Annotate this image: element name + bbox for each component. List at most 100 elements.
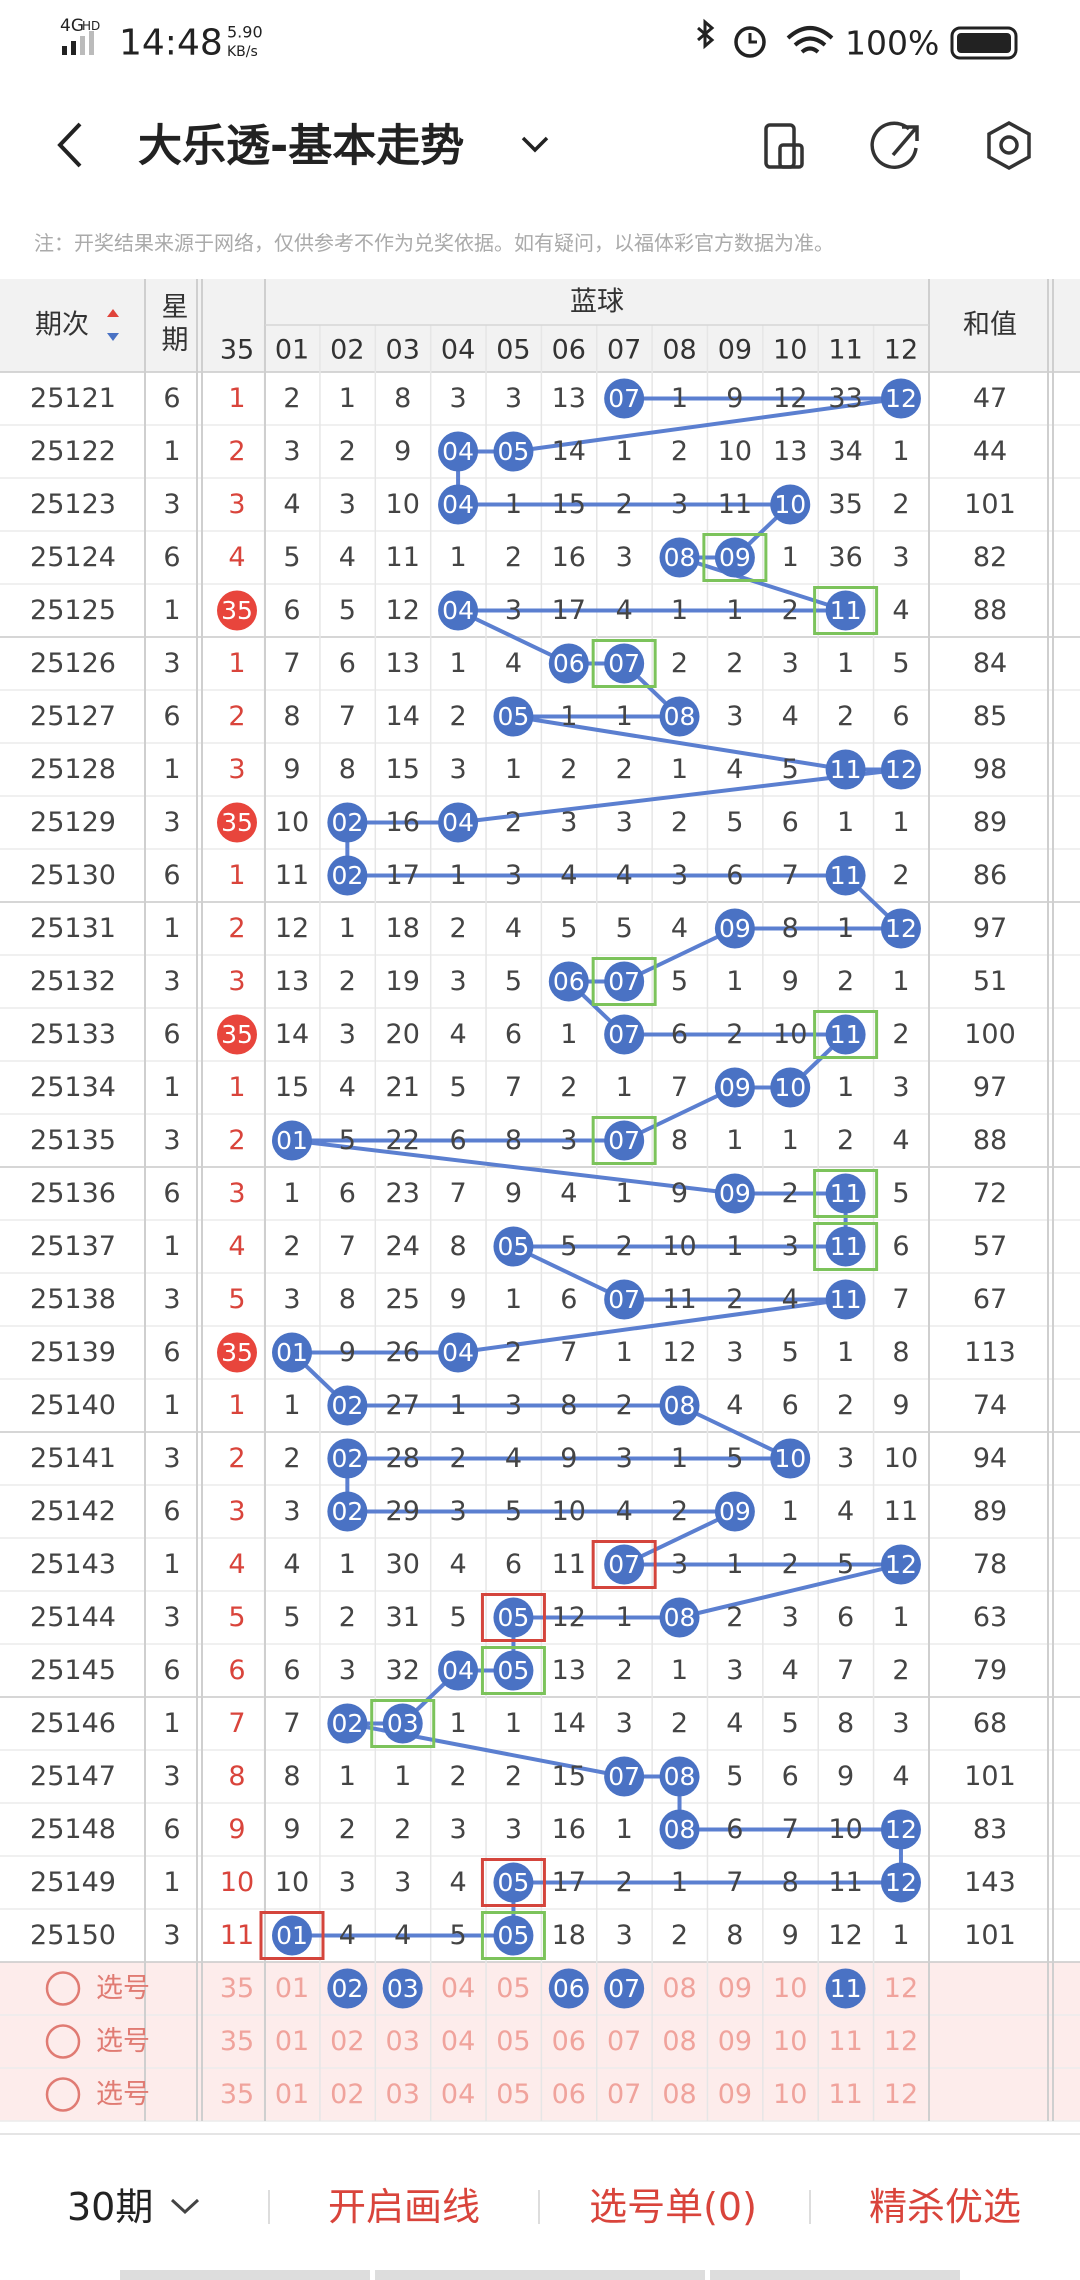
sum: 100 bbox=[964, 1019, 1016, 1050]
select-radio[interactable] bbox=[45, 1971, 81, 2006]
ball-number: 02 bbox=[331, 1497, 363, 1526]
scroll-hint bbox=[375, 2270, 705, 2280]
highlight-box bbox=[591, 1540, 657, 1589]
cell: 1 bbox=[505, 1284, 522, 1315]
ball bbox=[217, 802, 257, 843]
back-button[interactable] bbox=[57, 122, 82, 168]
title-dropdown[interactable] bbox=[521, 136, 549, 153]
share-icon[interactable] bbox=[870, 121, 919, 169]
cell: 12 bbox=[662, 1337, 696, 1368]
cell: 01 bbox=[275, 2026, 309, 2057]
ball-number: 09 bbox=[719, 1073, 751, 1102]
alarm-icon bbox=[734, 26, 766, 58]
cell: 15 bbox=[275, 1072, 309, 1103]
cell: 1 bbox=[892, 436, 909, 467]
ball-number: 35 bbox=[221, 1338, 253, 1367]
ball-number: 07 bbox=[608, 1762, 640, 1791]
ball bbox=[825, 1226, 866, 1267]
highlight-box bbox=[591, 957, 657, 1006]
cell: 17 bbox=[552, 595, 586, 626]
weekday: 6 bbox=[163, 383, 180, 414]
cell: 4 bbox=[283, 1549, 300, 1580]
cell: 6 bbox=[560, 1284, 577, 1315]
sum: 97 bbox=[973, 1072, 1007, 1103]
cell: 8 bbox=[228, 1761, 245, 1792]
ball bbox=[548, 1968, 589, 2009]
rotate-icon[interactable] bbox=[764, 123, 804, 169]
trend-line bbox=[513, 396, 902, 454]
weekday: 6 bbox=[163, 1019, 180, 1050]
sum: 101 bbox=[964, 489, 1016, 520]
cell: 1 bbox=[283, 1390, 300, 1421]
sum: 78 bbox=[973, 1549, 1007, 1580]
cell: 12 bbox=[386, 595, 420, 626]
draw-line-button[interactable]: 开启画线 bbox=[328, 2185, 480, 2229]
select-label[interactable]: 选号 bbox=[96, 1973, 150, 2004]
ball bbox=[825, 1014, 866, 1055]
sum: 83 bbox=[973, 1814, 1007, 1845]
cell: 1 bbox=[560, 701, 577, 732]
settings-icon[interactable] bbox=[987, 121, 1031, 170]
period: 25121 bbox=[30, 383, 116, 414]
cell: 12 bbox=[884, 2079, 918, 2110]
weekday: 3 bbox=[163, 1125, 180, 1156]
header-weekday: 星期 bbox=[157, 292, 188, 358]
select-radio[interactable] bbox=[45, 2077, 81, 2112]
highlight-box bbox=[259, 1911, 325, 1960]
cell: 3 bbox=[505, 860, 522, 891]
ball bbox=[825, 1968, 866, 2009]
cell: 2 bbox=[671, 807, 688, 838]
ball-number: 01 bbox=[276, 1126, 308, 1155]
ball-number: 07 bbox=[608, 1285, 640, 1314]
ball-number: 12 bbox=[885, 1815, 917, 1844]
cell: 2 bbox=[449, 701, 466, 732]
cell: 7 bbox=[782, 1814, 799, 1845]
select-label[interactable]: 选号 bbox=[96, 2079, 150, 2110]
period-selector[interactable]: 30期 bbox=[67, 2185, 153, 2229]
cell: 04 bbox=[441, 1973, 475, 2004]
header-column: 02 bbox=[330, 335, 364, 366]
ball bbox=[604, 1120, 645, 1161]
ball-number: 05 bbox=[498, 1656, 530, 1685]
cell: 1 bbox=[616, 1178, 633, 1209]
select-radio[interactable] bbox=[45, 2024, 81, 2059]
sum: 82 bbox=[973, 542, 1007, 573]
selection-list-button[interactable]: 选号单(0) bbox=[589, 2185, 757, 2229]
cell: 3 bbox=[394, 1867, 411, 1898]
cell: 19 bbox=[386, 966, 420, 997]
cell: 2 bbox=[616, 1655, 633, 1686]
cell: 12 bbox=[552, 1602, 586, 1633]
ball-number: 08 bbox=[664, 1815, 696, 1844]
battery-percent: 100% bbox=[845, 24, 939, 63]
ball-number: 09 bbox=[719, 1497, 751, 1526]
cell: 3 bbox=[782, 1602, 799, 1633]
cell: 6 bbox=[671, 1019, 688, 1050]
period-dropdown[interactable] bbox=[170, 2198, 200, 2215]
cell: 14 bbox=[552, 436, 586, 467]
cell: 2 bbox=[671, 1708, 688, 1739]
cell: 10 bbox=[773, 1019, 807, 1050]
cell: 1 bbox=[892, 807, 909, 838]
cell: 5 bbox=[449, 1602, 466, 1633]
cell: 8 bbox=[394, 383, 411, 414]
cell: 3 bbox=[505, 1814, 522, 1845]
header-column: 06 bbox=[552, 335, 586, 366]
cell: 3 bbox=[892, 1072, 909, 1103]
cell: 4 bbox=[782, 701, 799, 732]
ball bbox=[604, 961, 645, 1002]
page-title[interactable]: 大乐透-基本走势 bbox=[138, 121, 464, 172]
cell: 32 bbox=[386, 1655, 420, 1686]
cell: 12 bbox=[773, 383, 807, 414]
period: 25125 bbox=[30, 595, 116, 626]
cell: 7 bbox=[726, 1867, 743, 1898]
cell: 8 bbox=[339, 1284, 356, 1315]
cell: 5 bbox=[726, 807, 743, 838]
notice: 注：开奖结果来源于网络，仅供参考不作为兑奖依据。如有疑问，以福体彩官方数据为准。 bbox=[34, 231, 834, 255]
cell: 35 bbox=[220, 2079, 254, 2110]
cell: 2 bbox=[782, 595, 799, 626]
filter-button[interactable]: 精杀优选 bbox=[869, 2185, 1021, 2229]
cell: 3 bbox=[505, 1390, 522, 1421]
ball bbox=[659, 537, 700, 578]
cell: 2 bbox=[616, 1231, 633, 1262]
select-label[interactable]: 选号 bbox=[96, 2026, 150, 2057]
